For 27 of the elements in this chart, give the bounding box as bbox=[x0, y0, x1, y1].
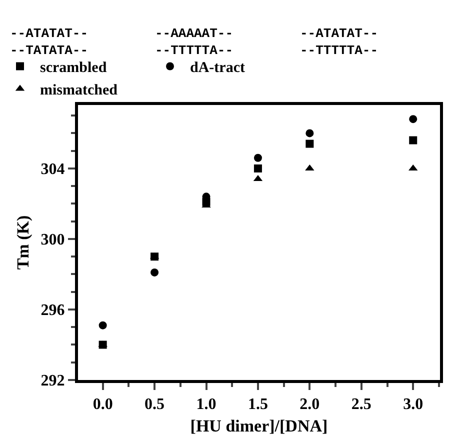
point bbox=[98, 321, 107, 330]
text: --ATATAT-- --TATATA-- bbox=[10, 26, 88, 58]
x-tick-label: 0.0 bbox=[92, 396, 113, 414]
point bbox=[409, 115, 418, 124]
x-tick-label: 0.5 bbox=[144, 396, 165, 414]
y-tick-label: 296 bbox=[40, 302, 65, 320]
x-tick-label: 2.5 bbox=[351, 396, 372, 414]
x-tick-label: 1.0 bbox=[196, 396, 216, 414]
text: --ATATAT-- --TTTTTA-- bbox=[300, 26, 378, 58]
y-tick-label: 292 bbox=[40, 372, 65, 390]
x-tick-label: 3.0 bbox=[403, 396, 424, 414]
legend-label: dA-tract bbox=[190, 60, 245, 76]
y-tick-label: 304 bbox=[40, 161, 65, 178]
point bbox=[306, 140, 314, 148]
y-axis-title: Tm (K) bbox=[13, 215, 32, 270]
point bbox=[306, 129, 314, 138]
legend-label: scrambled bbox=[40, 60, 108, 76]
y-tick-label: 300 bbox=[40, 232, 65, 249]
point bbox=[254, 164, 262, 172]
text: --AAAAAT-- --TTTTTA-- bbox=[155, 26, 234, 58]
x-tick-label: 1.5 bbox=[248, 396, 268, 414]
x-axis-title: [HU dimer]/[DNA] bbox=[190, 416, 328, 436]
point bbox=[254, 154, 262, 162]
point bbox=[409, 136, 418, 144]
point bbox=[150, 268, 159, 276]
x-tick-label: 2.0 bbox=[300, 396, 320, 414]
legend-label: mismatched bbox=[40, 82, 118, 99]
